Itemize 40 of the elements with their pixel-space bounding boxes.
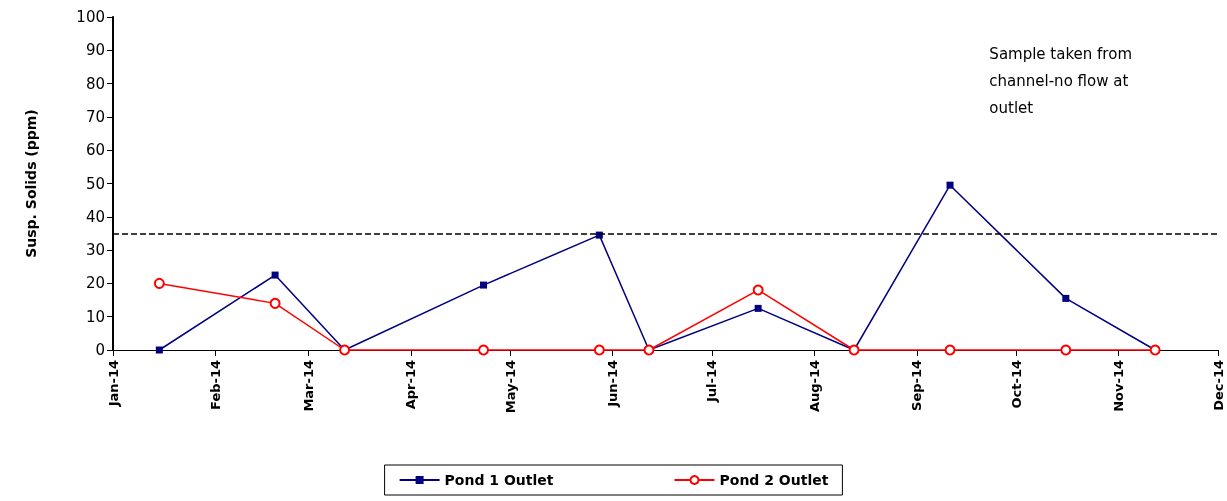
point	[155, 346, 163, 354]
x-tick-label: Nov-14	[1111, 360, 1127, 412]
point	[754, 304, 762, 312]
y-tick-label: 50	[85, 174, 105, 193]
y-axis-title: Susp. Solids (ppm)	[23, 109, 39, 258]
point	[593, 344, 605, 356]
y-tick-label: 80	[85, 74, 105, 93]
x-tick-label: Aug-14	[806, 360, 822, 413]
point	[153, 277, 165, 289]
point	[944, 344, 956, 356]
point	[1060, 344, 1072, 356]
point	[480, 281, 488, 289]
x-tick-label: Dec-14	[1210, 360, 1226, 411]
y-tick-label: 30	[85, 241, 105, 260]
point	[946, 181, 954, 189]
x-tick-label: Sep-14	[909, 360, 925, 411]
y-tick-label: 70	[85, 107, 105, 126]
legend-label: Pond 1 Outlet	[444, 472, 554, 488]
point	[271, 271, 279, 279]
annotation: Sample taken from channel-no flow at outlet	[989, 44, 1133, 117]
y-tick-label: 100	[76, 8, 105, 26]
point	[1062, 294, 1070, 302]
x-tick-label: Jan-14	[105, 360, 121, 408]
point	[269, 297, 281, 309]
x-tick-label: Jul-14	[704, 360, 720, 404]
point	[752, 284, 764, 296]
x-tick-label: Apr-14	[403, 360, 419, 410]
x-tick-label: Feb-14	[208, 360, 224, 410]
point	[478, 344, 490, 356]
y-tick-label: 10	[85, 307, 105, 326]
y-tick-label: 0	[95, 341, 105, 359]
y-tick-label: 40	[85, 207, 105, 226]
y-tick-label: 60	[85, 141, 105, 160]
x-tick-label: Oct-14	[1008, 360, 1024, 409]
legend-label: Pond 2 Outlet	[719, 472, 829, 488]
x-tick-label: Mar-14	[300, 360, 316, 412]
y-tick-label: 90	[85, 41, 105, 60]
x-tick-label: Jun-14	[605, 360, 621, 408]
x-tick-label: May-14	[502, 360, 518, 414]
y-tick-label: 20	[85, 274, 105, 293]
